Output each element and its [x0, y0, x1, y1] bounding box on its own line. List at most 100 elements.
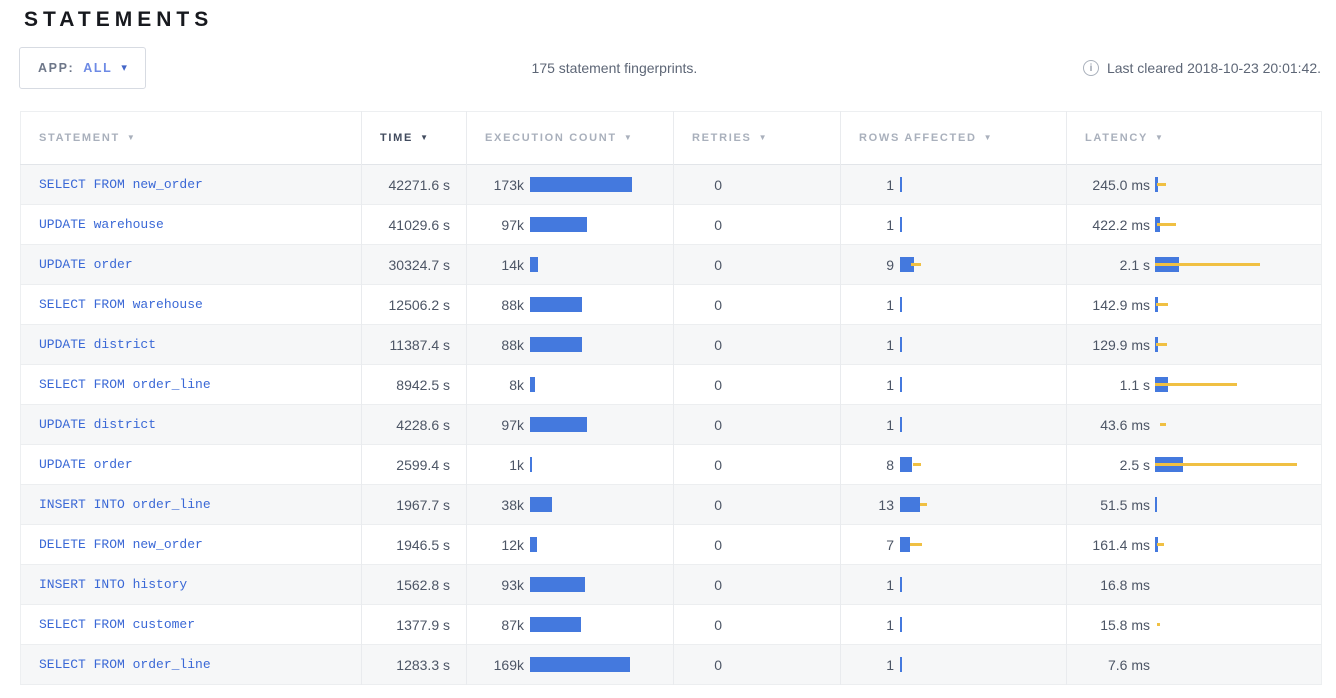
count-bar-blue	[530, 297, 582, 312]
rows-affected-bar	[900, 217, 1066, 232]
rows-affected-value: 1	[886, 176, 894, 193]
rows-affected-bar	[900, 177, 1066, 192]
info-icon[interactable]: i	[1082, 60, 1099, 76]
retries-value: 0	[714, 416, 722, 433]
execution-count-value: 14k	[501, 256, 524, 273]
column-label: ROWS AFFECTED	[859, 132, 977, 144]
count-bar-blue	[530, 257, 538, 272]
time-value: 12506.2 s	[388, 296, 451, 313]
statement-link[interactable]: UPDATE district	[39, 417, 157, 432]
latency-value: 422.2 ms	[1092, 216, 1150, 233]
execution-count-bar	[530, 297, 673, 312]
column-header-rows-affected[interactable]: ROWS AFFECTED ▼	[840, 111, 1067, 165]
execution-count-bar	[530, 217, 673, 232]
statement-link[interactable]: UPDATE order	[39, 257, 133, 272]
rows-bar-blue	[900, 577, 902, 592]
table-row: UPDATE warehouse 41029.6 s 97k 0 1 422.2…	[20, 204, 1322, 245]
rows-bar-blue	[900, 457, 912, 472]
sort-desc-icon: ▼	[126, 133, 135, 142]
rows-affected-bar	[900, 537, 1066, 552]
rows-affected-bar	[900, 297, 1066, 312]
statement-link[interactable]: UPDATE district	[39, 337, 157, 352]
time-value: 1377.9 s	[396, 616, 450, 633]
statement-link[interactable]: INSERT INTO history	[39, 577, 188, 592]
chevron-down-icon: ▾	[121, 62, 127, 74]
rows-bar-blue	[900, 257, 914, 272]
column-header-time[interactable]: TIME ▼	[361, 111, 467, 165]
rows-affected-bar	[900, 617, 1066, 632]
time-value: 1967.7 s	[396, 496, 450, 513]
statement-link[interactable]: SELECT FROM order_line	[39, 377, 211, 392]
statement-link[interactable]: UPDATE order	[39, 457, 133, 472]
statement-link[interactable]: SELECT FROM order_line	[39, 657, 211, 672]
table-row: UPDATE district 4228.6 s 97k 0 1 43.6 ms	[20, 404, 1322, 445]
retries-value: 0	[714, 336, 722, 353]
rows-affected-bar	[900, 577, 1066, 592]
rows-affected-bar	[900, 417, 1066, 432]
table-row: INSERT INTO history 1562.8 s 93k 0 1 16.…	[20, 564, 1322, 605]
retries-value: 0	[714, 456, 722, 473]
rows-bar-stddev-line	[910, 543, 922, 546]
latency-value: 129.9 ms	[1092, 336, 1150, 353]
table-row: DELETE FROM new_order 1946.5 s 12k 0 7 1…	[20, 524, 1322, 565]
latency-bar-blue	[1155, 177, 1158, 192]
column-header-latency[interactable]: LATENCY ▼	[1066, 111, 1322, 165]
rows-affected-bar	[900, 257, 1066, 272]
statement-link[interactable]: SELECT FROM warehouse	[39, 297, 203, 312]
rows-affected-value: 1	[886, 216, 894, 233]
latency-bar-stddev-line	[1155, 263, 1260, 266]
app-filter-value: ALL	[83, 61, 113, 75]
sort-desc-icon: ▼	[623, 133, 632, 142]
execution-count-value: 97k	[501, 416, 524, 433]
rows-bar-blue	[900, 177, 902, 192]
column-header-execution-count[interactable]: EXECUTION COUNT ▼	[466, 111, 674, 165]
latency-bar-stddev-line	[1156, 343, 1167, 346]
execution-count-value: 169k	[493, 656, 524, 673]
time-value: 8942.5 s	[396, 376, 450, 393]
time-value: 1562.8 s	[396, 576, 450, 593]
statement-link[interactable]: UPDATE warehouse	[39, 217, 164, 232]
table-row: UPDATE order 2599.4 s 1k 0 8 2.5 s	[20, 444, 1322, 485]
app-filter-dropdown[interactable]: APP: ALL ▾	[19, 47, 146, 89]
retries-value: 0	[714, 256, 722, 273]
latency-bar	[1155, 657, 1321, 672]
rows-affected-value: 1	[886, 616, 894, 633]
latency-bar	[1155, 257, 1321, 272]
column-header-retries[interactable]: RETRIES ▼	[673, 111, 841, 165]
time-value: 4228.6 s	[396, 416, 450, 433]
rows-affected-bar	[900, 337, 1066, 352]
execution-count-bar	[530, 497, 673, 512]
latency-value: 43.6 ms	[1100, 416, 1150, 433]
statement-link[interactable]: INSERT INTO order_line	[39, 497, 211, 512]
count-bar-blue	[530, 217, 587, 232]
sort-desc-icon: ▼	[983, 133, 992, 142]
execution-count-value: 1k	[509, 456, 524, 473]
rows-affected-value: 1	[886, 656, 894, 673]
execution-count-value: 97k	[501, 216, 524, 233]
time-value: 41029.6 s	[388, 216, 451, 233]
rows-bar-stddev-line	[913, 463, 921, 466]
column-label: RETRIES	[692, 132, 752, 144]
execution-count-value: 38k	[501, 496, 524, 513]
execution-count-bar	[530, 417, 673, 432]
latency-bar	[1155, 177, 1321, 192]
execution-count-bar	[530, 457, 673, 472]
retries-value: 0	[714, 176, 722, 193]
retries-value: 0	[714, 376, 722, 393]
statement-link[interactable]: SELECT FROM new_order	[39, 177, 203, 192]
statement-link[interactable]: SELECT FROM customer	[39, 617, 196, 632]
execution-count-bar	[530, 657, 673, 672]
column-header-statement[interactable]: STATEMENT ▼	[21, 112, 362, 165]
rows-affected-bar	[900, 497, 1066, 512]
statement-count-summary: 175 statement fingerprints.	[531, 60, 698, 76]
execution-count-bar	[530, 177, 673, 192]
rows-affected-bar	[900, 657, 1066, 672]
rows-bar-blue	[900, 617, 902, 632]
table-row: UPDATE district 11387.4 s 88k 0 1 129.9 …	[20, 324, 1322, 365]
app-filter-label: APP:	[38, 61, 75, 75]
latency-bar	[1155, 337, 1321, 352]
rows-bar-blue	[900, 217, 902, 232]
table-row: SELECT FROM customer 1377.9 s 87k 0 1 15…	[20, 604, 1322, 645]
statement-link[interactable]: DELETE FROM new_order	[39, 537, 203, 552]
latency-value: 161.4 ms	[1092, 536, 1150, 553]
